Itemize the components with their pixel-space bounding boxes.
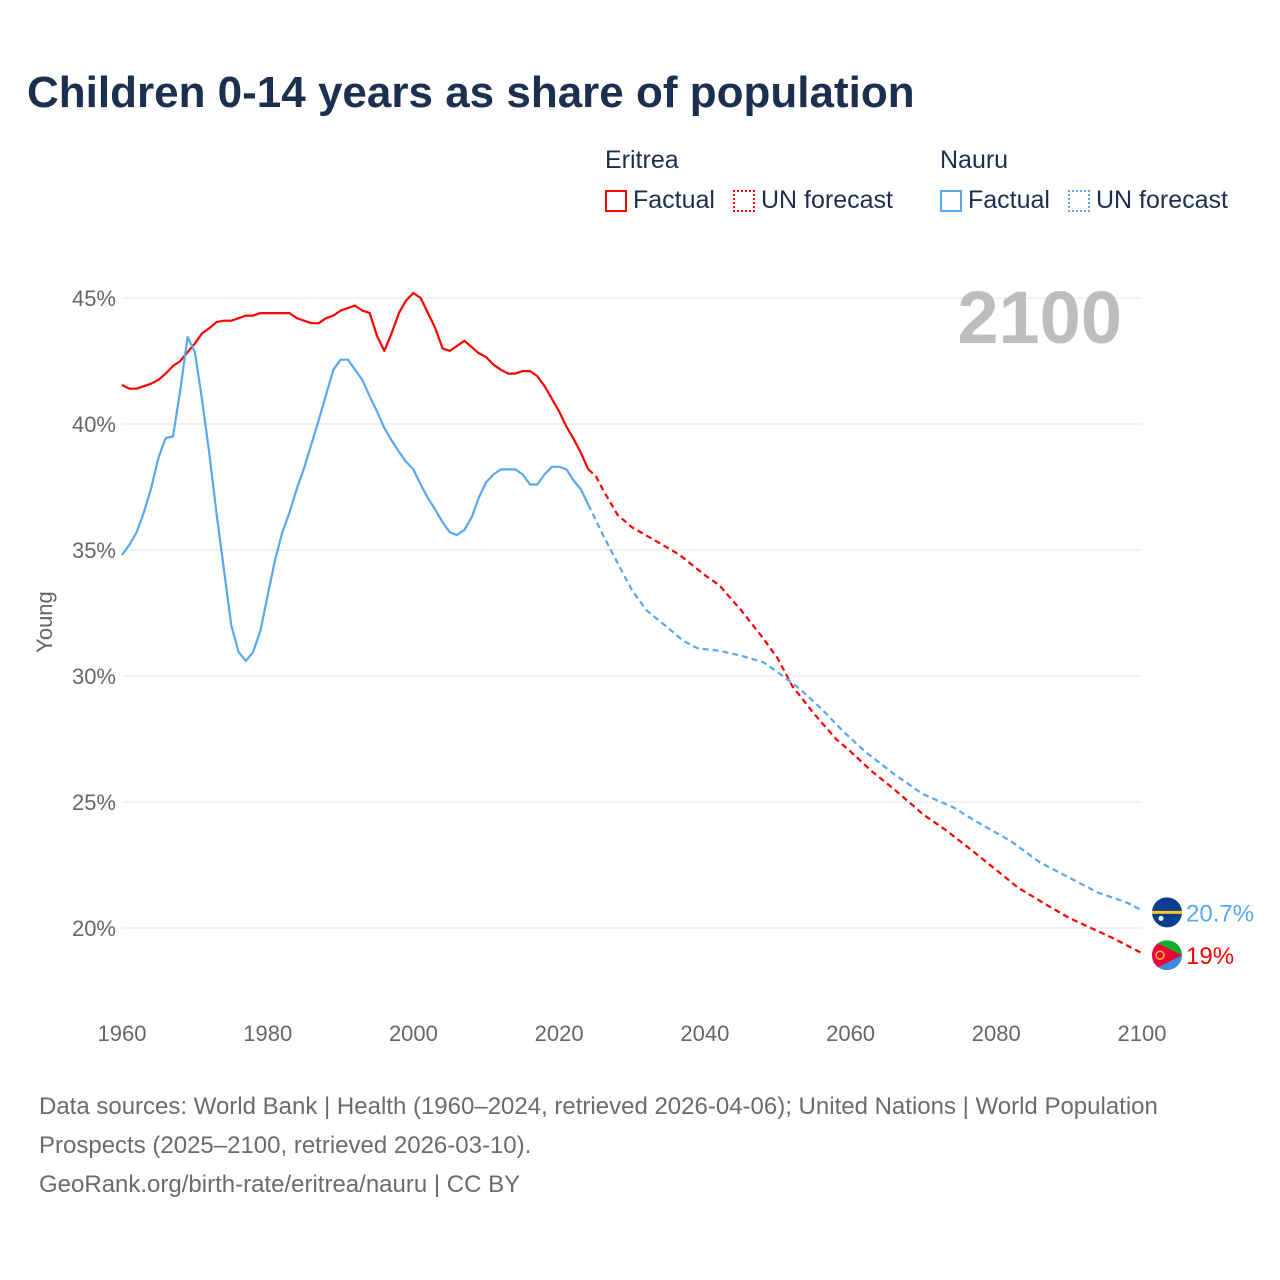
eritrea-flag-icon: [1152, 940, 1182, 971]
y-tick-label: 20%: [72, 916, 116, 941]
legend-label: Factual: [633, 186, 715, 214]
nauru-flag-icon: [1152, 897, 1182, 928]
eritrea-factual-line: [121, 291, 590, 470]
legend-nauru-forecast[interactable]: UN forecast: [1067, 186, 1228, 215]
x-tick-label: 2060: [826, 1021, 875, 1046]
x-tick-label: 2020: [535, 1021, 584, 1046]
y-tick-label: 45%: [72, 286, 116, 311]
solid-swatch-icon: [605, 189, 627, 212]
nauru-end-value-label: 20.7%: [1186, 900, 1254, 927]
footer: Data sources: World Bank | Health (1960–…: [39, 1087, 1219, 1204]
solid-swatch-icon: [940, 189, 962, 212]
current-year-display: 2100: [957, 276, 1122, 359]
eritrea-forecast-line: [587, 468, 1143, 955]
x-tick-label: 2040: [680, 1021, 729, 1046]
y-tick-label: 35%: [72, 538, 116, 563]
eritrea-end-value-label: 19%: [1186, 943, 1234, 970]
x-tick-label: 2080: [972, 1021, 1021, 1046]
nauru-factual-line: [121, 336, 590, 663]
source-link[interactable]: GeoRank.org/birth-rate/eritrea/nauru | C…: [39, 1171, 521, 1198]
chart-title: Children 0-14 years as share of populati…: [27, 68, 915, 117]
x-tick-label: 1960: [98, 1021, 147, 1046]
nauru-forecast-line: [587, 504, 1143, 912]
y-axis-label: Young: [32, 591, 57, 653]
x-tick-label: 1980: [243, 1021, 292, 1046]
dotted-swatch-icon: [1067, 189, 1090, 212]
y-tick-label: 30%: [72, 664, 116, 689]
legend-nauru-factual[interactable]: Factual: [940, 186, 1050, 215]
legend-eritrea-forecast[interactable]: UN forecast: [732, 186, 893, 215]
dotted-swatch-icon: [732, 189, 755, 212]
x-tick-label: 2000: [389, 1021, 438, 1046]
y-tick-label: 25%: [72, 790, 116, 815]
legend-eritrea-factual[interactable]: Factual: [605, 186, 715, 215]
legend-label: UN forecast: [760, 186, 893, 214]
x-tick-label: 2100: [1118, 1021, 1167, 1046]
legend-country-name: Nauru: [940, 146, 1009, 174]
legend-label: Factual: [968, 186, 1050, 214]
data-sources: Data sources: World Bank | Health (1960–…: [39, 1093, 1158, 1159]
legend-eritrea: Eritrea Factual UN forecast: [605, 146, 893, 215]
legend-nauru: Nauru Factual UN forecast: [940, 146, 1228, 215]
y-tick-label: 40%: [72, 412, 116, 437]
legend-label: UN forecast: [1095, 186, 1228, 214]
legend-country-name: Eritrea: [605, 146, 679, 174]
